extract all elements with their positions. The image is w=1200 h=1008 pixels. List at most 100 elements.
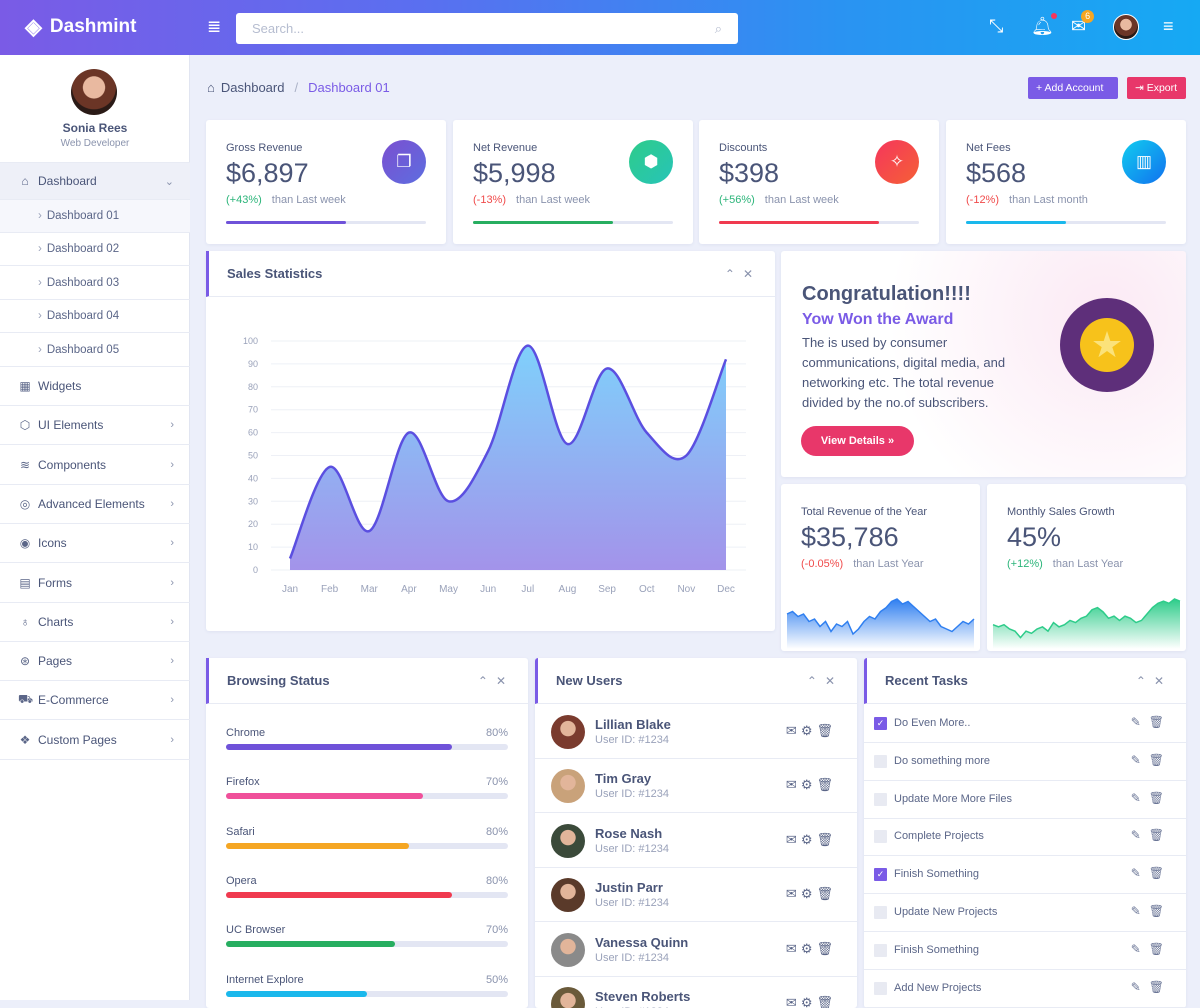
sidebar-item[interactable]: ❖Custom Pages› (0, 721, 190, 760)
trash-icon[interactable]: 🗑︎ (1149, 791, 1172, 805)
sidebar-item[interactable]: ⛟E-Commerce› (0, 681, 190, 720)
collapse-icon[interactable]: ⌃ (807, 674, 825, 688)
export-button[interactable]: ⇥ Export (1127, 77, 1186, 99)
close-icon[interactable]: ✕ (743, 267, 761, 281)
mail-icon[interactable]: ✉ (786, 832, 801, 847)
trash-icon[interactable]: 🗑︎ (816, 832, 837, 847)
gear-icon[interactable]: ⚙ (801, 777, 817, 792)
task-checkbox[interactable] (874, 982, 887, 995)
sidebar-item[interactable]: ≋Components› (0, 446, 190, 485)
sidebar-subitem[interactable]: Dashboard 02 (0, 233, 190, 266)
collapse-icon[interactable]: ⌃ (478, 674, 496, 688)
gear-icon[interactable]: ⚙ (801, 832, 817, 847)
trash-icon[interactable]: 🗑︎ (1149, 753, 1172, 767)
trash-icon[interactable]: 🗑︎ (816, 941, 837, 956)
sidebar-item[interactable]: ⬡UI Elements› (0, 406, 190, 445)
task-checkbox[interactable] (874, 944, 887, 957)
sidebar-item[interactable]: ♁Charts› (0, 603, 190, 642)
trash-icon[interactable]: 🗑︎ (1149, 828, 1172, 842)
trash-icon[interactable]: 🗑︎ (816, 886, 837, 901)
notification-dot (1051, 13, 1057, 19)
gear-icon[interactable]: ⚙ (801, 941, 817, 956)
x-tick-label: Jun (480, 584, 496, 595)
edit-icon[interactable]: ✎ (1131, 866, 1149, 880)
task-checkbox[interactable] (874, 793, 887, 806)
fullscreen-exit-icon[interactable]: ⤡ (989, 16, 1003, 37)
mail-icon[interactable]: ✉ (786, 886, 801, 901)
gear-icon[interactable]: ⚙ (801, 995, 817, 1008)
gear-icon[interactable]: ⚙ (801, 886, 817, 901)
search-input[interactable]: Search...⌕ (236, 13, 738, 44)
edit-icon[interactable]: ✎ (1131, 904, 1149, 918)
header-avatar[interactable] (1113, 14, 1139, 40)
stat-value: $6,897 (226, 158, 309, 189)
sidebar-item[interactable]: ▦Widgets (0, 367, 190, 406)
y-tick-label: 70 (248, 405, 258, 415)
stat-card: Net Fees$568 (-12%)than Last month ▥ (946, 120, 1186, 244)
stat-value: $568 (966, 158, 1026, 189)
edit-icon[interactable]: ✎ (1131, 942, 1149, 956)
sidebar-subitem[interactable]: Dashboard 01 (0, 200, 190, 233)
sidebar-item[interactable]: ▤Forms› (0, 564, 190, 603)
sidebar-subitem[interactable]: Dashboard 05 (0, 334, 190, 367)
collapse-icon[interactable]: ⌃ (725, 267, 743, 281)
close-icon[interactable]: ✕ (825, 674, 843, 688)
chevron-right-icon: › (170, 419, 174, 431)
task-checkbox[interactable]: ✓ (874, 868, 887, 881)
brand-logo[interactable]: ◈Dashmint (25, 14, 137, 40)
close-icon[interactable]: ✕ (1154, 674, 1172, 688)
stat-value: $5,998 (473, 158, 556, 189)
mail-icon[interactable]: ✉ (786, 941, 801, 956)
stat-progress (226, 221, 426, 224)
mail-icon[interactable]: ✉ (786, 777, 801, 792)
congratulation-card: Congratulation!!!! Yow Won the Award The… (781, 251, 1186, 477)
sidebar-subitem[interactable]: Dashboard 04 (0, 300, 190, 333)
task-checkbox[interactable] (874, 906, 887, 919)
right-menu-icon[interactable]: ≡ (1163, 16, 1174, 37)
trash-icon[interactable]: 🗑︎ (1149, 904, 1172, 918)
collapse-icon[interactable]: ⌃ (1136, 674, 1154, 688)
profile-avatar[interactable] (71, 69, 117, 115)
trash-icon[interactable]: 🗑︎ (816, 995, 837, 1008)
trash-icon[interactable]: 🗑︎ (1149, 866, 1172, 880)
trash-icon[interactable]: 🗑︎ (1149, 715, 1172, 729)
edit-icon[interactable]: ✎ (1131, 715, 1149, 729)
task-checkbox[interactable] (874, 755, 887, 768)
sidebar-item-dashboard[interactable]: ⌂Dashboard⌄ (0, 162, 190, 200)
congrats-subtitle: Yow Won the Award (802, 311, 953, 329)
stat-card: Discounts$398 (+56%)than Last week ✧ (699, 120, 939, 244)
trash-icon[interactable]: 🗑︎ (1149, 942, 1172, 956)
trash-icon[interactable]: 🗑︎ (816, 777, 837, 792)
mail-icon[interactable]: ✉ (786, 995, 801, 1008)
sidebar-item[interactable]: ◉Icons› (0, 524, 190, 563)
trash-icon[interactable]: 🗑︎ (816, 723, 837, 738)
breadcrumb-root[interactable]: Dashboard (221, 80, 285, 95)
menu-icon: ▤ (18, 576, 32, 590)
sidebar-item[interactable]: ◎Advanced Elements› (0, 485, 190, 524)
add-account-button[interactable]: + Add Account (1028, 77, 1118, 99)
y-tick-label: 10 (248, 542, 258, 552)
task-checkbox[interactable] (874, 830, 887, 843)
search-icon[interactable]: ⌕ (715, 21, 722, 37)
mail-icon[interactable]: ✉6 (1071, 16, 1086, 37)
user-avatar (551, 769, 585, 803)
close-icon[interactable]: ✕ (496, 674, 514, 688)
chevron-right-icon: › (170, 734, 174, 746)
menu-toggle-icon[interactable]: ≣ (207, 17, 221, 37)
chevron-right-icon: › (170, 577, 174, 589)
edit-icon[interactable]: ✎ (1131, 828, 1149, 842)
sidebar-item[interactable]: ⊛Pages› (0, 642, 190, 681)
edit-icon[interactable]: ✎ (1131, 791, 1149, 805)
edit-icon[interactable]: ✎ (1131, 753, 1149, 767)
edit-icon[interactable]: ✎ (1131, 980, 1149, 994)
gear-icon[interactable]: ⚙ (801, 723, 817, 738)
sidebar-subitem[interactable]: Dashboard 03 (0, 267, 190, 300)
view-details-button[interactable]: View Details » (801, 426, 914, 456)
mail-icon[interactable]: ✉ (786, 723, 801, 738)
trash-icon[interactable]: 🗑︎ (1149, 980, 1172, 994)
task-checkbox[interactable]: ✓ (874, 717, 887, 730)
bell-icon[interactable]: 🔔︎ (1031, 16, 1054, 37)
